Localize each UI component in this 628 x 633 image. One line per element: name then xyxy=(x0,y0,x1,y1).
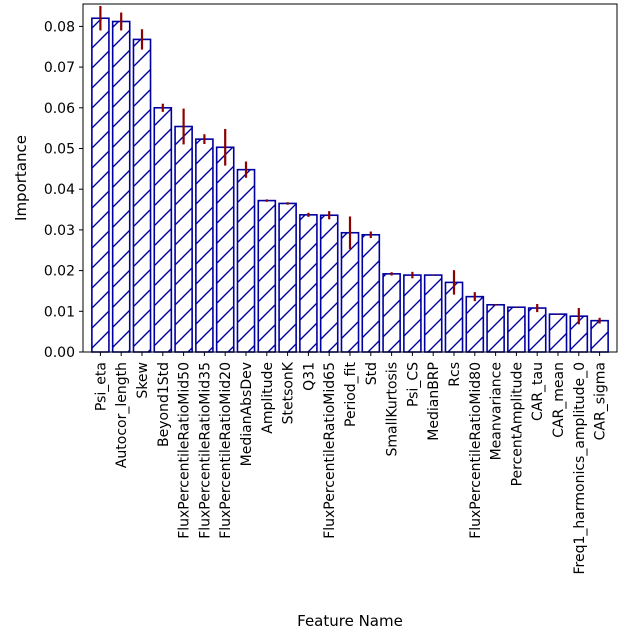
bar xyxy=(465,295,485,353)
x-tick-label: CAR_mean xyxy=(551,362,567,438)
bar xyxy=(195,138,214,353)
x-tick-label: CAR_tau xyxy=(530,362,546,421)
bar xyxy=(215,146,235,353)
x-tick-label: CAR_sigma xyxy=(593,362,609,440)
x-tick-label: FluxPercentileRatioMid35 xyxy=(197,362,213,539)
x-tick-label: MedianAbsDev xyxy=(239,362,255,466)
bar xyxy=(423,274,443,353)
x-tick-label: Autocor_length xyxy=(114,362,130,468)
y-tick-label: 0.06 xyxy=(44,101,75,117)
x-tick-label: SmallKurtosis xyxy=(385,362,401,457)
error-bars-layer xyxy=(99,6,601,325)
bar xyxy=(236,168,256,353)
plot-frame xyxy=(82,3,618,353)
x-tick-label: Psi_CS xyxy=(405,362,421,407)
y-tick-label: 0.02 xyxy=(44,264,75,280)
y-tick-label: 0.07 xyxy=(44,60,75,76)
bar xyxy=(153,106,173,353)
bar xyxy=(257,199,277,353)
y-tick-label: 0.03 xyxy=(44,223,75,239)
bar xyxy=(340,231,360,353)
x-tick-label: Psi_eta xyxy=(93,362,109,411)
bars-layer xyxy=(91,17,609,353)
x-tick-label: Amplitude xyxy=(260,362,276,434)
x-tick-label: Freq1_harmonics_amplitude_0 xyxy=(572,362,588,574)
x-tick-label: FluxPercentileRatioMid20 xyxy=(218,362,234,539)
y-tick-label: 0.00 xyxy=(44,345,75,361)
x-tick-label: FluxPercentileRatioMid80 xyxy=(468,362,484,539)
bar xyxy=(527,307,547,353)
y-axis: 0.00 0.01 0.02 0.03 0.04 0.05 0.06 0.07 0.08 xyxy=(44,19,83,361)
x-tick-label: Q31 xyxy=(301,362,317,391)
bar xyxy=(507,306,526,353)
x-axis-label: Feature Name xyxy=(297,612,403,630)
bar xyxy=(111,20,131,353)
bar xyxy=(319,214,339,353)
bar xyxy=(299,214,318,353)
x-tick-label: FluxPercentileRatioMid65 xyxy=(322,362,338,539)
x-tick-label: Rcs xyxy=(447,362,463,387)
x-tick-label: PercentAmplitude xyxy=(509,362,525,486)
bar xyxy=(486,303,505,353)
x-tick-label: MedianBRP xyxy=(426,362,442,441)
x-tick-label: StetsonK xyxy=(281,361,297,424)
bar xyxy=(91,17,110,353)
x-tick-label: Meanvariance xyxy=(489,362,505,460)
x-tick-label: Skew xyxy=(135,362,151,399)
bar xyxy=(590,319,609,353)
x-axis: Psi_eta Autocor_length Skew Beyond1Std FluxP… xyxy=(93,352,609,574)
y-tick-label: 0.04 xyxy=(44,182,75,198)
bar xyxy=(548,313,568,353)
bar xyxy=(403,274,422,353)
bar xyxy=(361,233,381,353)
x-tick-label: Beyond1Std xyxy=(156,362,172,447)
x-tick-label: FluxPercentileRatioMid50 xyxy=(177,362,193,539)
x-tick-label: Period_fit xyxy=(343,361,359,426)
y-tick-label: 0.01 xyxy=(44,304,75,320)
bar xyxy=(132,38,152,353)
y-tick-label: 0.05 xyxy=(44,141,75,157)
bar xyxy=(382,273,401,353)
x-tick-label: Std xyxy=(364,362,380,385)
bar xyxy=(278,202,297,353)
y-tick-label: 0.08 xyxy=(44,19,75,35)
y-axis-label: Importance xyxy=(12,135,30,221)
bar xyxy=(174,125,193,353)
